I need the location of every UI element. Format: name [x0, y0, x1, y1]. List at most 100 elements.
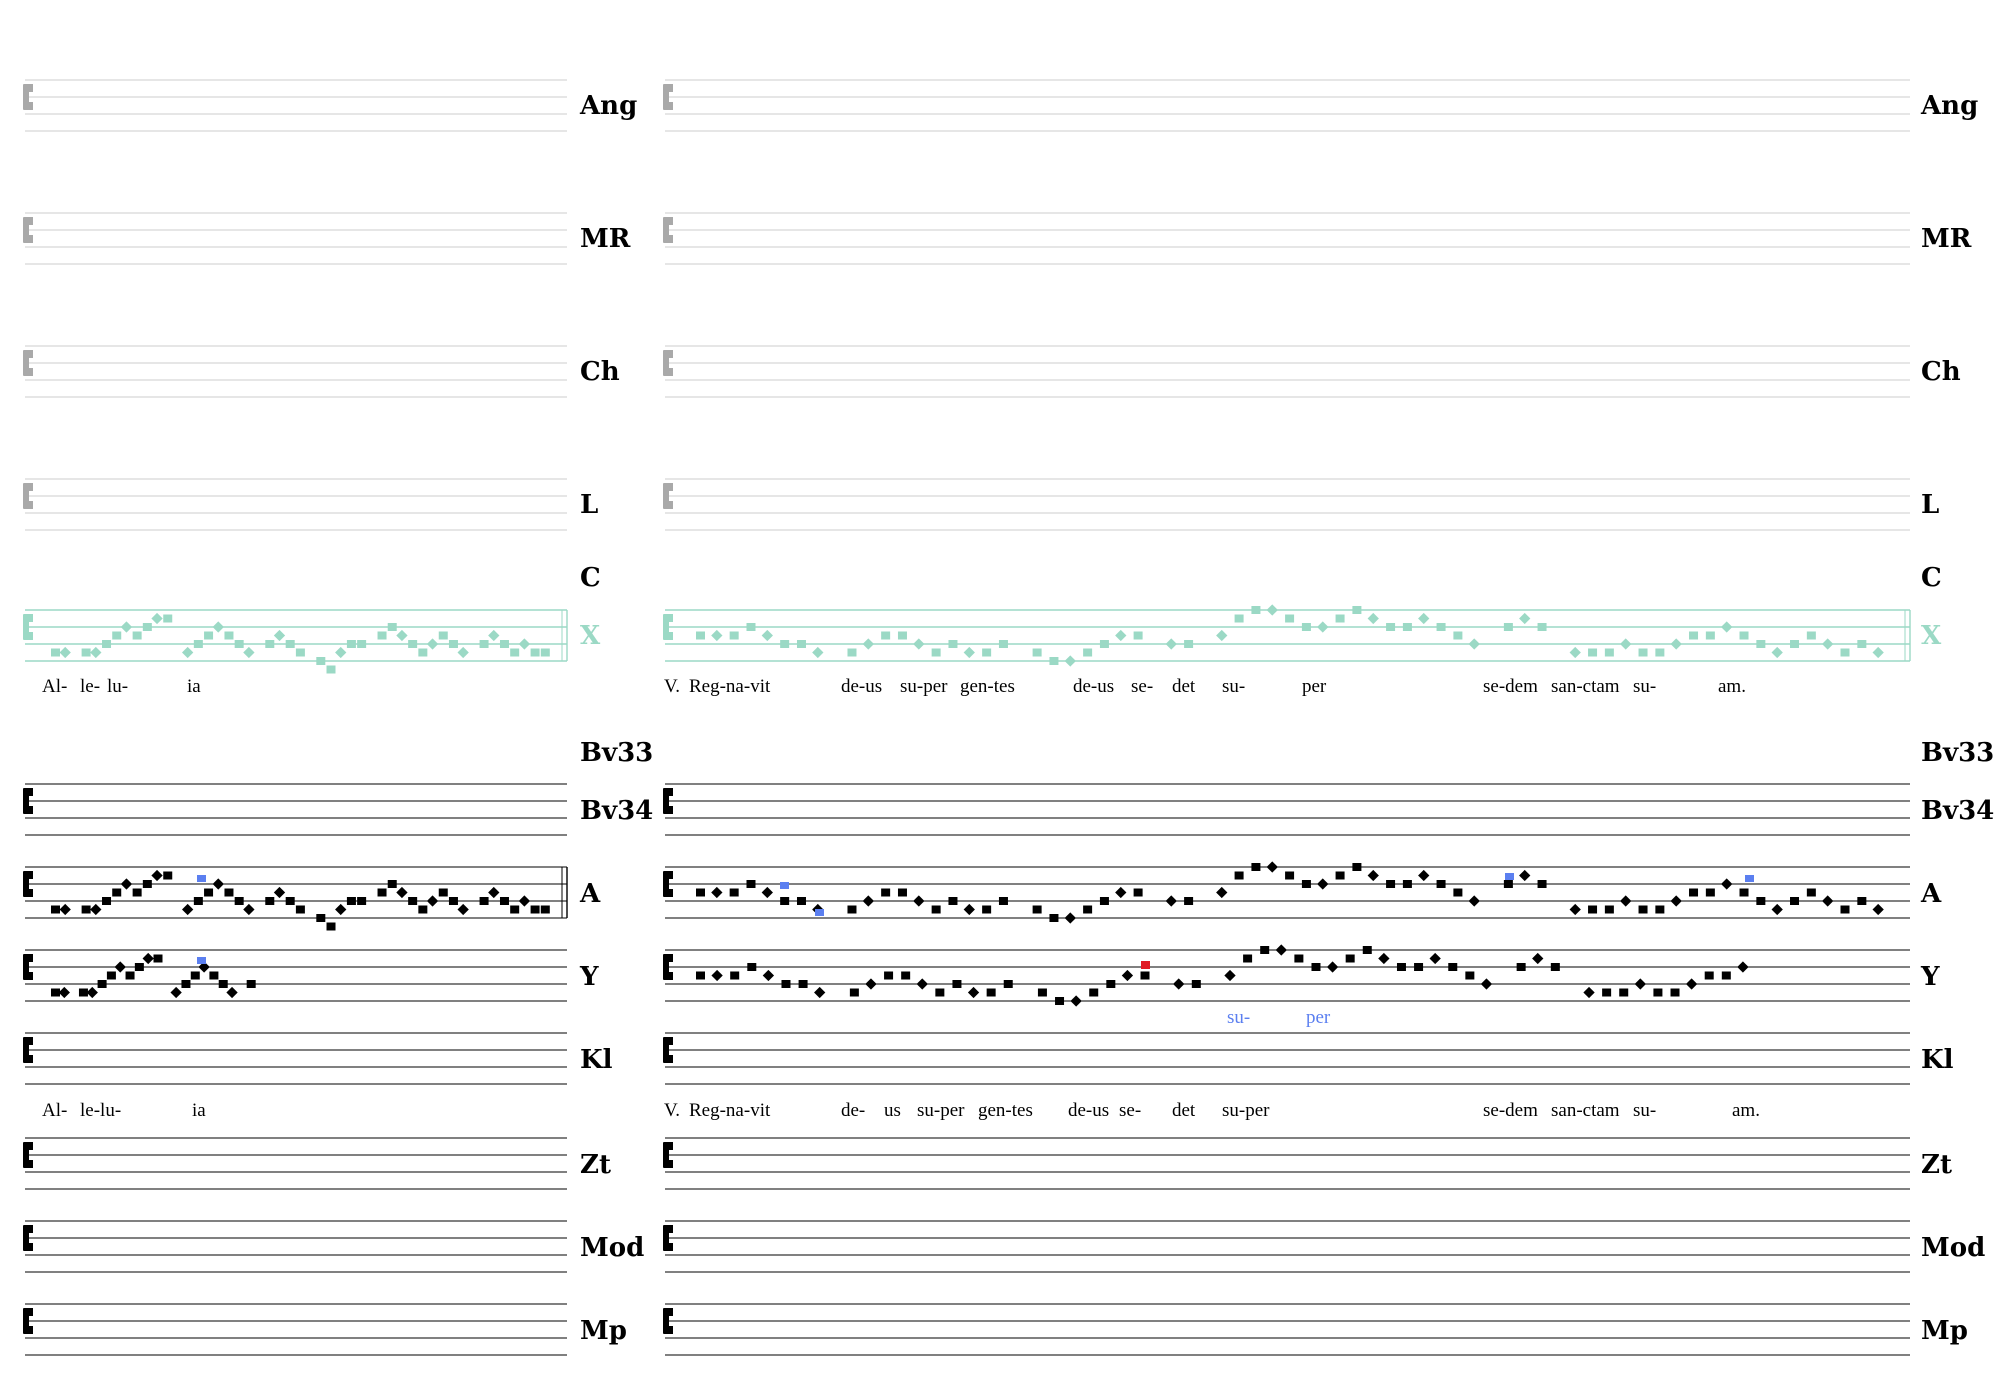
neume [204, 888, 214, 897]
syllable: de-us [1068, 1100, 1109, 1121]
neume [426, 895, 439, 907]
neume [1070, 995, 1082, 1007]
c-clef-icon-part [28, 501, 33, 509]
neume-reference [151, 612, 163, 625]
neume-reference [326, 665, 336, 674]
neume [1638, 905, 1648, 914]
syllable: Reg-na-vit [689, 676, 771, 697]
neume-reference [796, 640, 806, 648]
siglum-bv33-left[interactable]: Bv33 [580, 738, 653, 768]
neume-reference [1418, 612, 1430, 625]
neume [1285, 871, 1295, 880]
neume [1224, 969, 1236, 982]
siglum-l-left[interactable]: L [580, 490, 598, 520]
neume [762, 969, 775, 982]
neume-reference [1655, 648, 1665, 657]
neume [1345, 954, 1355, 963]
siglum-mp-left[interactable]: Mp [580, 1316, 627, 1346]
neume-reference [1216, 629, 1228, 642]
siglum-x-left[interactable]: X [580, 621, 601, 651]
neume-reference [212, 621, 224, 633]
neume [1689, 888, 1699, 897]
c-clef-icon-part [668, 614, 673, 622]
lyrics-main: Al- le-lu- ia V. Reg-na-vit de- us su-pe… [42, 1100, 1760, 1121]
siglum-l-right[interactable]: L [1921, 490, 1939, 520]
neume-reference [142, 623, 152, 631]
siglum-mr-left[interactable]: MR [580, 224, 631, 254]
siglum-kl-right[interactable]: Kl [1921, 1045, 1954, 1075]
neume [377, 888, 387, 897]
neume [357, 897, 367, 905]
neume-reference [1251, 606, 1261, 614]
siglum-mr-right[interactable]: MR [1921, 224, 1972, 254]
neume [781, 980, 791, 988]
neume [1532, 952, 1544, 965]
neume [59, 903, 71, 916]
neume-reference [285, 640, 295, 648]
siglum-mod-right[interactable]: Mod [1921, 1233, 1985, 1263]
neume [540, 905, 550, 914]
neume-reference [132, 631, 142, 640]
siglum-a-left[interactable]: A [579, 879, 601, 909]
neume [170, 986, 182, 999]
lyrics-y-variant: su- per [1227, 1007, 1331, 1028]
siglum-y-left[interactable]: Y [579, 962, 599, 992]
siglum-ang-right[interactable]: Ang [1920, 91, 1978, 121]
neume [163, 871, 173, 880]
siglum-bv34-left[interactable]: Bv34 [580, 796, 653, 826]
siglum-zt-left[interactable]: Zt [580, 1150, 611, 1180]
neume [1317, 878, 1329, 890]
neume [1173, 978, 1185, 990]
c-clef-icon-part [668, 871, 673, 879]
syllable: su-per [900, 676, 948, 697]
neume [499, 897, 509, 905]
siglum-mp-right[interactable]: Mp [1921, 1316, 1968, 1346]
siglum-a-right[interactable]: A [1920, 879, 1942, 909]
siglum-c-left[interactable]: C [580, 563, 601, 593]
neume-reference [112, 631, 122, 640]
neume-reference [243, 646, 255, 659]
c-clef-icon-part [28, 1160, 33, 1168]
siglum-x-right[interactable]: X [1921, 621, 1942, 651]
neume [1583, 986, 1595, 999]
neume-reference [357, 640, 367, 648]
neume-reference [81, 648, 91, 657]
siglum-kl-left[interactable]: Kl [580, 1045, 613, 1075]
syllable: ia [187, 676, 201, 697]
neume-reference [729, 631, 739, 640]
neume-reference [1620, 638, 1632, 650]
c-clef-icon-part [28, 806, 33, 814]
neume-reference [931, 648, 941, 657]
c-clef-icon [663, 614, 669, 640]
neume [396, 886, 408, 899]
c-clef-icon-part [668, 954, 673, 962]
neume [1739, 888, 1749, 897]
siglum-ang-left[interactable]: Ang [579, 91, 637, 121]
c-clef-icon [23, 483, 29, 509]
syllable: det [1172, 676, 1196, 697]
siglum-ch-right[interactable]: Ch [1921, 357, 1961, 387]
neume-reference [1367, 612, 1379, 625]
siglum-bv33-right[interactable]: Bv33 [1921, 738, 1994, 768]
syllable: su- [1633, 1100, 1656, 1121]
siglum-zt-right[interactable]: Zt [1921, 1150, 1952, 1180]
neume [1634, 978, 1646, 990]
neume [1790, 897, 1800, 905]
neume-reference [479, 640, 489, 648]
neume [1121, 969, 1134, 982]
siglum-ch-left[interactable]: Ch [580, 357, 620, 387]
neume [125, 971, 135, 980]
siglum-mod-left[interactable]: Mod [580, 1233, 644, 1263]
neume [212, 878, 224, 890]
c-clef-icon [663, 871, 669, 897]
neume [780, 897, 790, 905]
siglum-c-right[interactable]: C [1921, 563, 1942, 593]
siglum-y-right[interactable]: Y [1920, 962, 1940, 992]
neume [295, 905, 305, 914]
neume-reference [982, 648, 992, 657]
c-clef-icon-part [28, 1308, 33, 1316]
neume-reference [499, 640, 509, 648]
siglum-bv34-right[interactable]: Bv34 [1921, 796, 1994, 826]
neume-reference [1721, 621, 1733, 633]
